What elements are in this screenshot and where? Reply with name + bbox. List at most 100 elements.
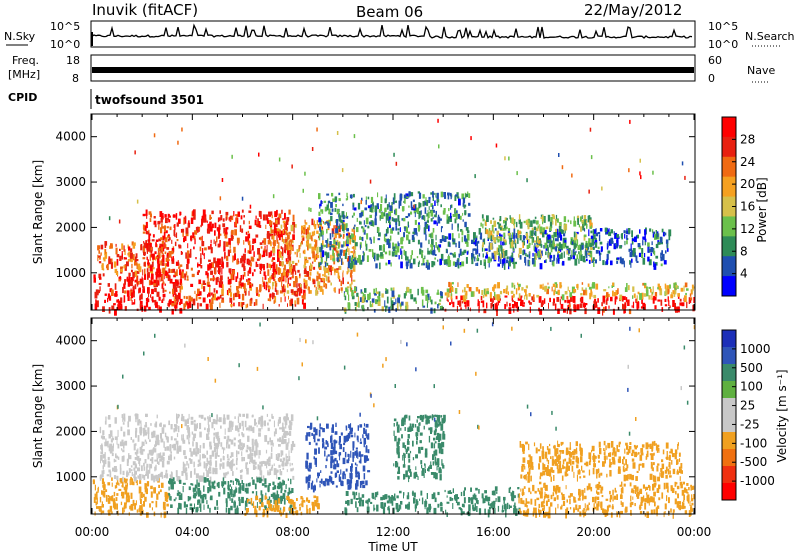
range-gate-cell <box>591 259 595 263</box>
range-gate-cell <box>347 256 349 263</box>
range-gate-cell <box>281 253 284 258</box>
range-gate-cell <box>485 252 488 259</box>
range-gate-cell <box>555 229 558 232</box>
range-gate-cell <box>366 499 369 504</box>
range-gate-cell <box>403 194 407 199</box>
range-gate-cell <box>323 200 327 203</box>
range-gate-cell <box>130 437 132 440</box>
range-gate-cell <box>437 259 439 262</box>
range-gate-cell <box>677 285 679 289</box>
range-gate-cell <box>148 290 150 297</box>
range-gate-cell <box>127 429 130 436</box>
range-gate-cell <box>121 448 123 451</box>
range-gate-cell <box>447 193 450 200</box>
range-gate-cell <box>177 260 179 266</box>
range-gate-cell <box>138 508 140 513</box>
range-gate-cell <box>263 271 266 276</box>
range-gate-cell <box>111 452 114 457</box>
range-gate-cell <box>604 306 607 311</box>
range-gate-cell <box>250 262 252 267</box>
range-gate-cell <box>515 302 518 309</box>
nsky-trace <box>91 23 693 46</box>
range-gate-cell <box>343 442 346 446</box>
data-region-0 <box>93 272 183 316</box>
range-gate-cell <box>503 239 506 246</box>
range-gate-cell <box>272 292 274 300</box>
range-gate-cell <box>499 257 502 264</box>
range-gate-cell <box>593 261 595 267</box>
range-gate-cell <box>342 236 345 239</box>
range-gate-cell <box>686 301 688 309</box>
range-gate-cell <box>259 465 262 471</box>
range-gate-cell <box>257 218 259 225</box>
range-gate-cell <box>164 283 166 286</box>
range-gate-cell <box>353 261 355 266</box>
range-gate-cell <box>265 281 268 285</box>
range-gate-cell <box>430 192 434 195</box>
sparse-echo <box>561 165 564 170</box>
range-gate-cell <box>203 252 205 260</box>
range-gate-cell <box>397 228 400 231</box>
range-gate-cell <box>619 245 622 249</box>
range-gate-cell <box>296 250 298 258</box>
range-gate-cell <box>185 468 187 475</box>
range-gate-cell <box>277 267 280 274</box>
range-gate-cell <box>423 227 426 234</box>
range-gate-cell <box>627 301 629 306</box>
range-gate-cell <box>674 282 677 288</box>
range-gate-cell <box>306 497 309 502</box>
range-gate-cell <box>199 431 202 438</box>
range-gate-cell <box>124 479 128 484</box>
range-gate-cell <box>335 485 338 488</box>
range-gate-cell <box>624 302 627 309</box>
range-gate-cell <box>265 449 268 454</box>
range-gate-cell <box>164 225 166 232</box>
range-gate-cell <box>544 229 547 235</box>
range-gate-cell <box>311 246 315 254</box>
range-gate-cell <box>655 230 657 233</box>
range-gate-cell <box>130 297 132 301</box>
range-gate-cell <box>393 193 396 200</box>
range-gate-cell <box>501 249 503 254</box>
freq-label: Freq. <box>12 54 39 67</box>
range-gate-cell <box>247 280 251 286</box>
range-gate-cell <box>103 469 105 474</box>
range-gate-cell <box>371 492 375 499</box>
range-gate-cell <box>550 217 553 222</box>
range-gate-cell <box>564 291 568 295</box>
range-gate-cell <box>142 213 146 217</box>
range-gate-cell <box>403 249 406 255</box>
range-gate-cell <box>434 214 437 218</box>
range-gate-cell <box>277 419 281 424</box>
range-gate-cell <box>273 224 276 230</box>
range-gate-cell <box>599 228 603 232</box>
range-gate-cell <box>145 471 149 476</box>
range-gate-cell <box>222 218 225 222</box>
range-gate-cell <box>629 260 631 265</box>
range-gate-cell <box>589 250 593 258</box>
range-gate-cell <box>166 436 169 443</box>
range-gate-cell <box>208 259 211 262</box>
range-gate-cell <box>270 452 273 459</box>
range-gate-cell <box>589 242 592 247</box>
range-gate-cell <box>526 238 528 244</box>
range-gate-cell <box>134 259 137 266</box>
range-gate-cell <box>276 505 280 510</box>
range-gate-cell <box>616 261 619 264</box>
range-gate-cell <box>160 237 163 241</box>
range-gate-cell <box>288 209 291 215</box>
range-gate-cell <box>302 497 304 502</box>
range-gate-cell <box>286 217 289 222</box>
range-gate-cell <box>174 427 178 432</box>
range-gate-cell <box>592 257 595 261</box>
range-gate-cell <box>377 238 381 241</box>
range-gate-cell <box>289 506 292 514</box>
range-gate-cell <box>400 501 403 505</box>
sparse-echo <box>241 196 244 201</box>
range-gate-cell <box>428 225 430 232</box>
sparse-echo <box>413 204 415 209</box>
range-gate-cell <box>439 218 442 221</box>
range-gate-cell <box>367 293 370 301</box>
range-gate-cell <box>437 245 439 251</box>
